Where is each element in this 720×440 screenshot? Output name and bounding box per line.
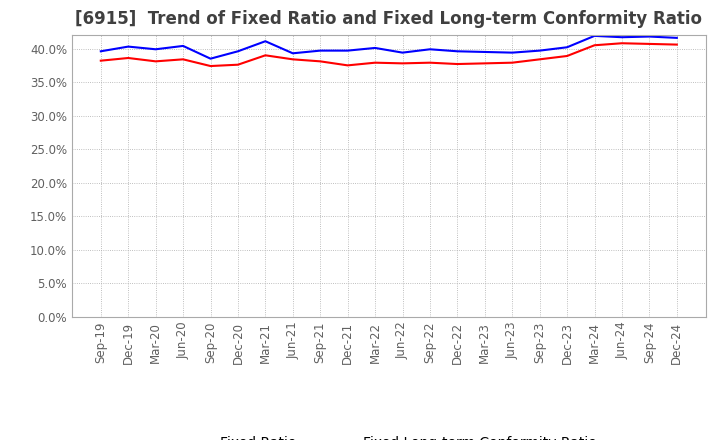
Fixed Long-term Conformity Ratio [563, 53, 572, 59]
Fixed Ratio [590, 33, 599, 39]
Fixed Ratio [289, 51, 297, 56]
Fixed Ratio [316, 48, 325, 53]
Fixed Long-term Conformity Ratio [343, 63, 352, 68]
Fixed Long-term Conformity Ratio [371, 60, 379, 65]
Fixed Ratio [453, 49, 462, 54]
Fixed Ratio [261, 39, 270, 44]
Fixed Ratio [96, 49, 105, 54]
Fixed Ratio [426, 47, 434, 52]
Fixed Long-term Conformity Ratio [590, 43, 599, 48]
Fixed Ratio [343, 48, 352, 53]
Fixed Long-term Conformity Ratio [453, 62, 462, 67]
Fixed Long-term Conformity Ratio [508, 60, 516, 65]
Fixed Ratio [206, 56, 215, 61]
Fixed Long-term Conformity Ratio [289, 57, 297, 62]
Line: Fixed Long-term Conformity Ratio: Fixed Long-term Conformity Ratio [101, 43, 677, 66]
Fixed Ratio [124, 44, 132, 49]
Title: [6915]  Trend of Fixed Ratio and Fixed Long-term Conformity Ratio: [6915] Trend of Fixed Ratio and Fixed Lo… [76, 10, 702, 28]
Fixed Long-term Conformity Ratio [206, 63, 215, 69]
Fixed Ratio [672, 35, 681, 40]
Fixed Long-term Conformity Ratio [316, 59, 325, 64]
Fixed Long-term Conformity Ratio [233, 62, 242, 67]
Fixed Long-term Conformity Ratio [426, 60, 434, 65]
Fixed Ratio [508, 50, 516, 55]
Fixed Long-term Conformity Ratio [618, 40, 626, 46]
Fixed Ratio [645, 34, 654, 39]
Line: Fixed Ratio: Fixed Ratio [101, 36, 677, 59]
Fixed Ratio [536, 48, 544, 53]
Fixed Long-term Conformity Ratio [261, 53, 270, 58]
Fixed Long-term Conformity Ratio [672, 42, 681, 47]
Fixed Ratio [371, 45, 379, 51]
Fixed Long-term Conformity Ratio [645, 41, 654, 47]
Fixed Ratio [563, 44, 572, 50]
Fixed Long-term Conformity Ratio [124, 55, 132, 61]
Fixed Ratio [179, 43, 187, 48]
Legend: Fixed Ratio, Fixed Long-term Conformity Ratio: Fixed Ratio, Fixed Long-term Conformity … [176, 431, 602, 440]
Fixed Long-term Conformity Ratio [536, 57, 544, 62]
Fixed Ratio [398, 50, 407, 55]
Fixed Long-term Conformity Ratio [398, 61, 407, 66]
Fixed Long-term Conformity Ratio [96, 58, 105, 63]
Fixed Long-term Conformity Ratio [480, 61, 489, 66]
Fixed Ratio [151, 47, 160, 52]
Fixed Long-term Conformity Ratio [151, 59, 160, 64]
Fixed Ratio [480, 49, 489, 55]
Fixed Ratio [233, 49, 242, 54]
Fixed Ratio [618, 35, 626, 40]
Fixed Long-term Conformity Ratio [179, 57, 187, 62]
